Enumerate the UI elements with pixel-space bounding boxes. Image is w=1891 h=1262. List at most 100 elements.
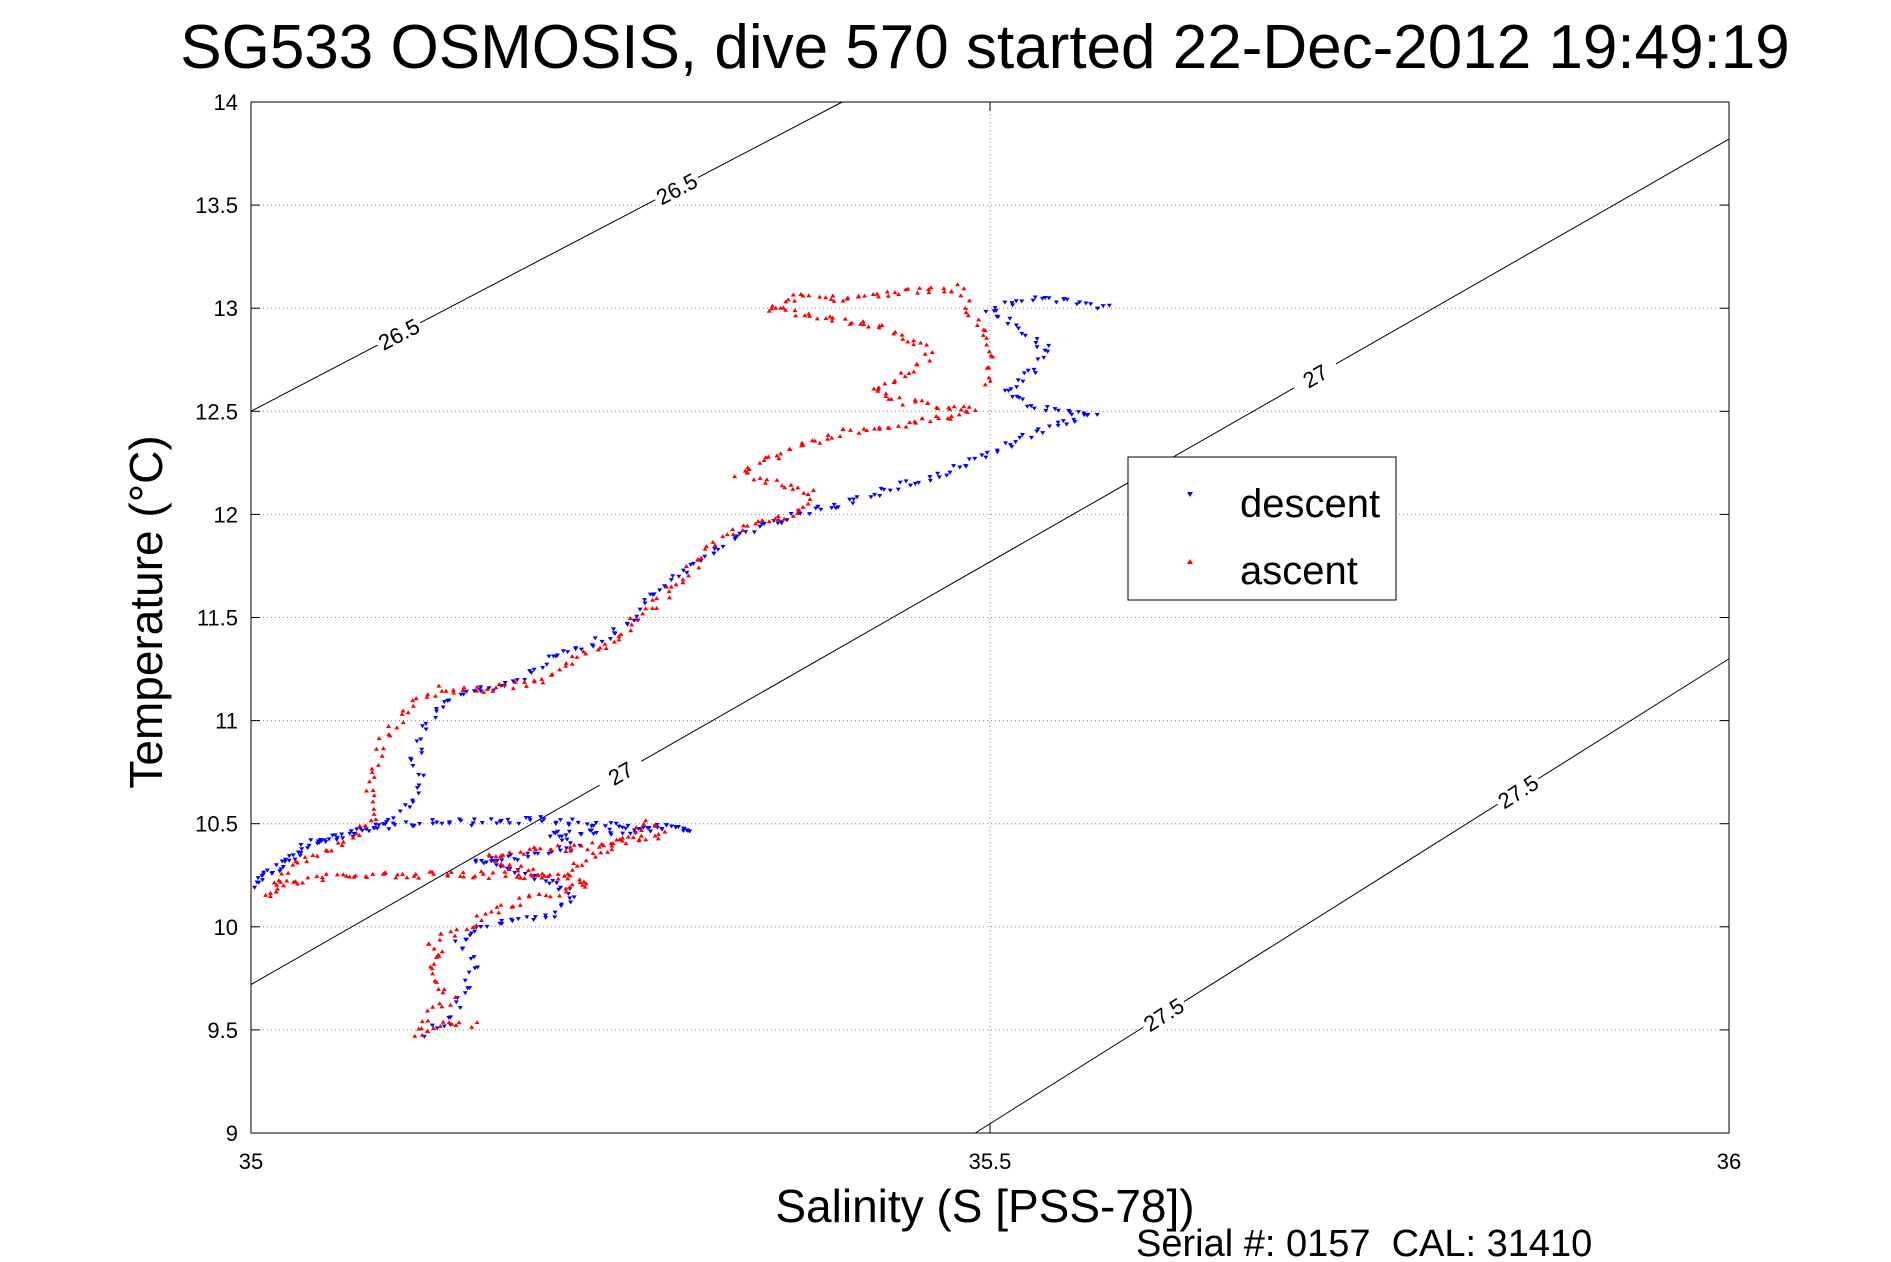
ascent-point: [400, 720, 406, 725]
descent-point: [1046, 296, 1052, 301]
ascent-point: [314, 874, 320, 879]
density-contour-27.5: [974, 658, 1730, 1134]
descent-point: [927, 478, 933, 483]
descent-point: [797, 511, 803, 516]
descent-point: [366, 829, 372, 834]
ascent-point: [766, 519, 772, 524]
legend: descent ascent: [1127, 456, 1397, 601]
descent-point: [531, 917, 537, 922]
descent-point: [645, 826, 651, 831]
descent-point: [631, 828, 637, 833]
descent-point: [607, 827, 613, 832]
ascent-point: [448, 929, 454, 934]
descent-point: [386, 827, 392, 832]
ascent-point: [394, 872, 400, 877]
ascent-point: [790, 486, 796, 491]
ascent-point: [490, 688, 496, 693]
ascent-point: [441, 987, 447, 992]
ascent-point: [800, 293, 806, 298]
ascent-point: [783, 307, 789, 312]
descent-point: [1009, 301, 1015, 306]
ascent-point: [757, 475, 763, 480]
descent-point: [1041, 355, 1047, 360]
ascent-point: [334, 872, 340, 877]
ascent-point: [842, 316, 848, 321]
ascent-point: [555, 872, 561, 877]
ascent-point: [284, 878, 290, 883]
ascent-point: [419, 1019, 425, 1024]
ascent-point: [486, 852, 492, 857]
descent-point: [647, 829, 653, 834]
ascent-point: [565, 871, 571, 876]
ascent-point: [962, 305, 968, 310]
ascent-point: [598, 850, 604, 855]
descent-point: [390, 816, 396, 821]
ascent-point: [986, 349, 992, 354]
ascent-point: [883, 391, 889, 396]
descent-point: [286, 858, 292, 863]
ascent-point: [914, 362, 920, 367]
ascent-point: [861, 426, 867, 431]
x-axis-label: Salinity (S [PSS-78]): [775, 1180, 1194, 1232]
ascent-point: [581, 649, 587, 654]
descent-point: [592, 636, 598, 641]
ascent-point: [911, 369, 917, 374]
ascent-point: [470, 924, 476, 929]
descent-point: [471, 955, 477, 960]
ascent-point: [472, 873, 478, 878]
ascent-point: [918, 340, 924, 345]
ascent-point: [271, 880, 277, 885]
ascent-point: [574, 863, 580, 868]
descent-point: [299, 847, 305, 852]
ascent-point: [275, 886, 281, 891]
ascent-point: [720, 534, 726, 539]
ascent-point: [668, 584, 674, 589]
ascent-point: [919, 398, 925, 403]
ascent-point: [961, 404, 967, 409]
ascent-point: [855, 294, 861, 299]
ascent-point: [892, 290, 898, 295]
ascent-point: [438, 931, 444, 936]
descent-point: [280, 865, 286, 870]
ascent-point: [506, 867, 512, 872]
descent-point: [1003, 441, 1009, 446]
ascent-point: [902, 374, 908, 379]
descent-point: [306, 843, 312, 848]
ascent-point: [512, 679, 518, 684]
descent-point: [340, 836, 346, 841]
descent-point: [542, 913, 548, 918]
descent-point: [564, 837, 570, 842]
descent-point: [510, 679, 516, 684]
descent-point: [479, 821, 485, 826]
descent-point: [944, 473, 950, 478]
descent-point: [478, 689, 484, 694]
ascent-point: [710, 539, 716, 544]
ascent-point: [630, 835, 636, 840]
descent-point: [550, 878, 556, 883]
ascent-point: [876, 425, 882, 430]
descent-point: [478, 685, 484, 690]
ascent-point: [792, 298, 798, 303]
ascent-point: [829, 435, 835, 440]
ascent-point: [990, 354, 996, 359]
ascent-point: [823, 316, 829, 321]
descent-point: [473, 860, 479, 865]
descent-point: [416, 783, 422, 788]
ascent-point: [435, 952, 441, 957]
y-tick-label: 9.5: [207, 1018, 238, 1043]
descent-point: [446, 698, 452, 703]
ascent-point: [429, 869, 435, 874]
descent-point: [807, 512, 813, 517]
ascent-point: [886, 396, 892, 401]
axis-ticks: 9 9.5 10 10.5 11 11.5 12 12.5 13 13.5 14 35 35.5 36: [195, 90, 1741, 1174]
ascent-point: [583, 651, 589, 656]
ascent-point: [439, 1004, 445, 1009]
descent-point: [278, 867, 284, 872]
ascent-point: [911, 338, 917, 343]
descent-point: [317, 838, 323, 843]
ascent-point: [757, 460, 763, 465]
descent-point: [881, 487, 887, 492]
ascent-point: [500, 852, 506, 857]
legend-descent-marker: [1187, 492, 1193, 497]
ascent-point: [976, 317, 982, 322]
